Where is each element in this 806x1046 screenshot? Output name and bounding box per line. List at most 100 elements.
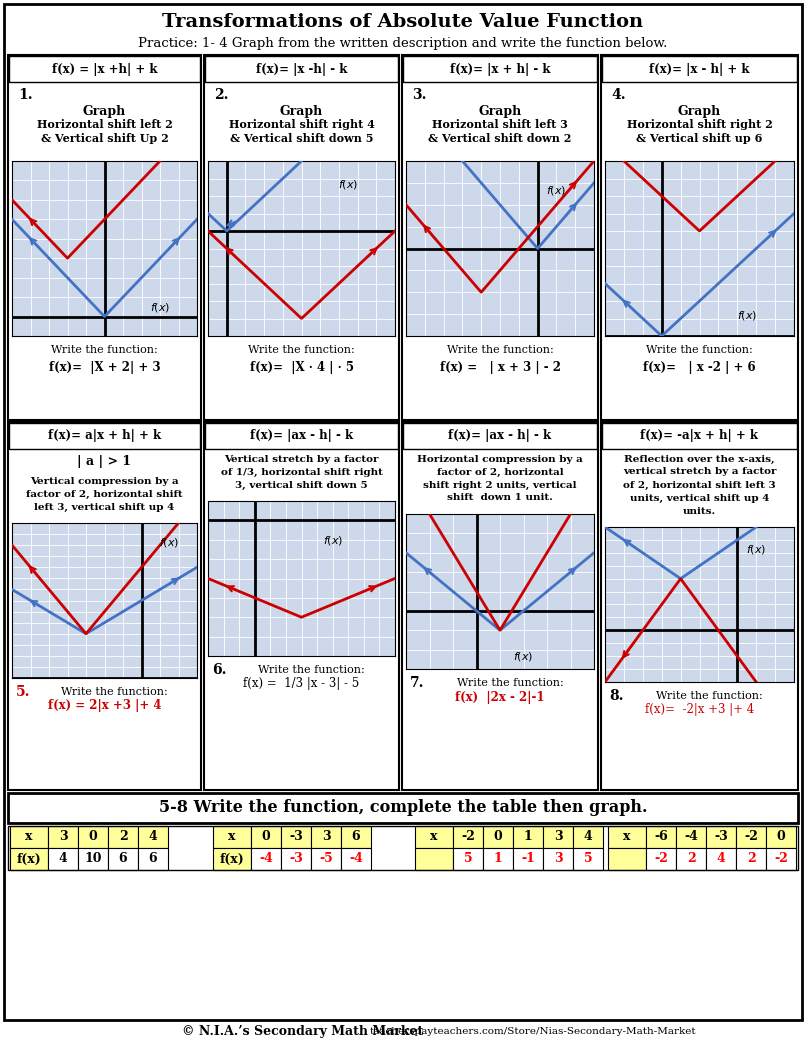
Text: Write the function:: Write the function:: [258, 665, 365, 675]
Text: factor of 2, horizontal: factor of 2, horizontal: [437, 468, 563, 477]
Bar: [513, 826, 543, 848]
Bar: [608, 848, 646, 870]
Text: Write the function:: Write the function:: [248, 345, 355, 355]
Bar: [311, 826, 341, 848]
Bar: [341, 848, 371, 870]
Text: Reflection over the x-axis,: Reflection over the x-axis,: [624, 455, 775, 463]
Text: $f(x)$: $f(x)$: [322, 535, 343, 547]
Text: f(x)  |2x - 2|-1: f(x) |2x - 2|-1: [455, 690, 545, 704]
Bar: [736, 826, 766, 848]
Text: Graph: Graph: [83, 105, 126, 117]
Bar: [205, 56, 398, 82]
Bar: [9, 423, 200, 449]
Text: -3: -3: [289, 831, 303, 843]
Bar: [706, 826, 736, 848]
Text: $f(x)$: $f(x)$: [737, 309, 757, 322]
Bar: [213, 848, 251, 870]
Text: -4: -4: [684, 831, 698, 843]
Bar: [573, 826, 603, 848]
Bar: [48, 848, 78, 870]
Text: 4: 4: [584, 831, 592, 843]
Text: 1: 1: [524, 831, 533, 843]
Text: 1.: 1.: [18, 88, 32, 103]
Bar: [403, 423, 597, 449]
Text: Horizontal shift right 2: Horizontal shift right 2: [626, 119, 772, 131]
Bar: [108, 848, 138, 870]
Bar: [311, 848, 341, 870]
Bar: [281, 826, 311, 848]
Text: -3: -3: [289, 852, 303, 865]
Bar: [281, 848, 311, 870]
Text: 3: 3: [554, 831, 563, 843]
Text: Graph: Graph: [280, 105, 323, 117]
Text: 1: 1: [493, 852, 502, 865]
Text: Vertical compression by a: Vertical compression by a: [30, 477, 179, 485]
Text: left 3, vertical shift up 4: left 3, vertical shift up 4: [35, 502, 175, 511]
Bar: [10, 826, 48, 848]
Text: 0: 0: [262, 831, 270, 843]
Text: f(x) =  1/3 |x - 3| - 5: f(x) = 1/3 |x - 3| - 5: [243, 678, 359, 690]
Bar: [601, 55, 798, 420]
Text: Graph: Graph: [678, 105, 721, 117]
Text: f(x)= |ax - h| - k: f(x)= |ax - h| - k: [250, 430, 353, 442]
Text: f(x)=  |X · 4 | · 5: f(x)= |X · 4 | · 5: [250, 362, 354, 374]
Text: -5: -5: [319, 852, 333, 865]
Text: x: x: [228, 831, 235, 843]
Text: Graph: Graph: [479, 105, 521, 117]
Text: -2: -2: [774, 852, 788, 865]
Bar: [108, 826, 138, 848]
Text: 0: 0: [493, 831, 502, 843]
Bar: [9, 56, 200, 82]
Text: units.: units.: [683, 506, 716, 516]
Text: -2: -2: [461, 831, 475, 843]
Text: 3: 3: [322, 831, 330, 843]
Text: 4: 4: [148, 831, 157, 843]
Bar: [646, 848, 676, 870]
Bar: [8, 55, 201, 420]
Text: Vertical stretch by a factor: Vertical stretch by a factor: [224, 455, 379, 463]
Text: f(x) = |x +h| + k: f(x) = |x +h| + k: [52, 63, 157, 75]
Text: 6: 6: [148, 852, 157, 865]
Bar: [415, 826, 453, 848]
Text: 10: 10: [85, 852, 102, 865]
Text: 0: 0: [89, 831, 98, 843]
Text: 4.: 4.: [611, 88, 625, 103]
Text: 5.: 5.: [16, 685, 31, 699]
Bar: [453, 826, 483, 848]
Bar: [138, 848, 168, 870]
Text: & Vertical shift Up 2: & Vertical shift Up 2: [40, 134, 168, 144]
Bar: [341, 826, 371, 848]
Text: & Vertical shift down 5: & Vertical shift down 5: [230, 134, 373, 144]
Bar: [251, 826, 281, 848]
Bar: [766, 826, 796, 848]
Bar: [213, 826, 251, 848]
Text: f(x) = 2|x +3 |+ 4: f(x) = 2|x +3 |+ 4: [48, 700, 161, 712]
Text: 2: 2: [746, 852, 755, 865]
Text: teacherspayteachers.com/Store/Nias-Secondary-Math-Market: teacherspayteachers.com/Store/Nias-Secon…: [370, 1027, 696, 1037]
Bar: [8, 826, 798, 870]
Text: f(x)=  |X + 2| + 3: f(x)= |X + 2| + 3: [48, 362, 160, 374]
Text: Write the function:: Write the function:: [447, 345, 554, 355]
Text: f(x)=  -2|x +3 |+ 4: f(x)= -2|x +3 |+ 4: [645, 704, 754, 717]
Bar: [78, 848, 108, 870]
Bar: [453, 848, 483, 870]
Bar: [205, 423, 398, 449]
Bar: [204, 422, 399, 790]
Bar: [513, 848, 543, 870]
Text: 6.: 6.: [212, 663, 226, 677]
Text: x: x: [623, 831, 631, 843]
Text: © N.I.A.’s Secondary Math Market: © N.I.A.’s Secondary Math Market: [182, 1025, 424, 1039]
Text: f(x): f(x): [17, 852, 41, 865]
Text: Horizontal shift right 4: Horizontal shift right 4: [229, 119, 375, 131]
Text: Write the function:: Write the function:: [646, 345, 753, 355]
Text: shift right 2 units, vertical: shift right 2 units, vertical: [423, 480, 577, 490]
Bar: [10, 848, 48, 870]
Bar: [402, 422, 598, 790]
Text: 6: 6: [118, 852, 127, 865]
Text: factor of 2, horizontal shift: factor of 2, horizontal shift: [26, 490, 183, 499]
Text: 4: 4: [717, 852, 725, 865]
Bar: [402, 55, 598, 420]
Text: shift  down 1 unit.: shift down 1 unit.: [447, 494, 553, 502]
Bar: [608, 826, 646, 848]
Text: $f(x)$: $f(x)$: [513, 650, 534, 663]
